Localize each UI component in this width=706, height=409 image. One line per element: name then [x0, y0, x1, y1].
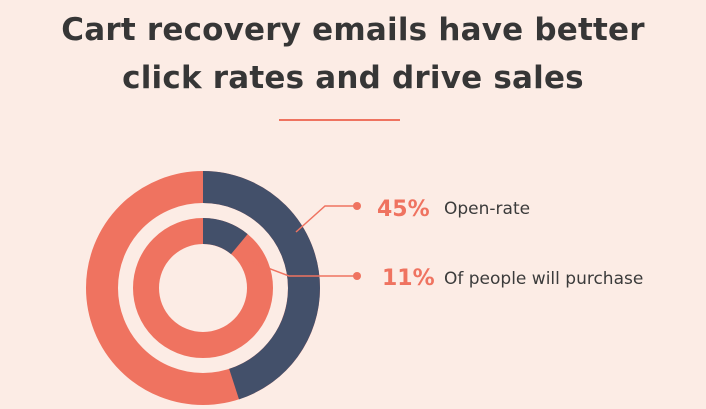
- title-line-2: click rates and drive sales: [122, 60, 584, 96]
- title-line-1: Cart recovery emails have better: [61, 12, 645, 48]
- inner-ring-value-arc: [133, 218, 273, 358]
- open-rate-value: 45%: [377, 197, 430, 222]
- leader-line-open-rate: [295, 205, 357, 233]
- outer-ring-value-arc: [86, 171, 320, 405]
- leader-line-purchase: [251, 261, 357, 277]
- open-rate-label: Open-rate: [444, 199, 530, 219]
- title-underline: [279, 119, 400, 121]
- page-title: Cart recovery emails have better click r…: [0, 6, 706, 102]
- leader-dot-purchase: [353, 272, 361, 280]
- purchase-value: 11%: [382, 266, 435, 291]
- inner-ring-track: [133, 218, 273, 358]
- leader-dot-open-rate: [353, 202, 361, 210]
- purchase-label: Of people will purchase: [444, 269, 643, 289]
